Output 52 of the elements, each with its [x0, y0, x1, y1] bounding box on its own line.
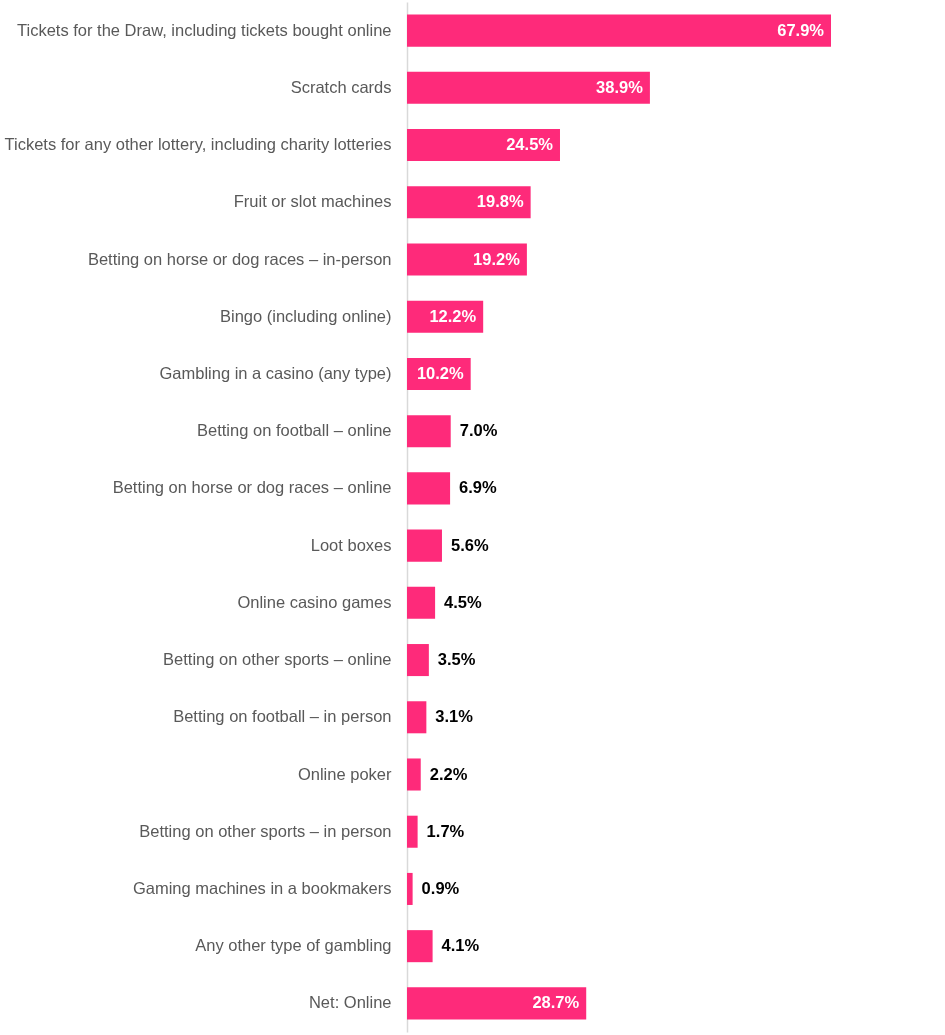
bar: [407, 529, 442, 562]
data-label: 2.2%: [429, 764, 468, 783]
data-label: 10.2%: [416, 363, 465, 382]
bar: [407, 14, 831, 47]
data-label: 19.8%: [476, 192, 524, 211]
data-label: 12.2%: [429, 306, 477, 325]
data-label: 3.5%: [437, 650, 476, 669]
y-tick-label: Online casino games: [237, 592, 392, 611]
bar: [407, 586, 436, 619]
data-label: 28.7%: [532, 993, 580, 1012]
bar: [407, 71, 650, 104]
data-label: 5.6%: [450, 535, 489, 554]
y-tick-label: Gaming machines in a bookmakers: [132, 878, 392, 897]
bar: [407, 987, 587, 1020]
y-tick-label: Fruit or slot machines: [233, 192, 392, 211]
bar: [407, 701, 427, 734]
y-tick-label: Online poker: [297, 764, 392, 783]
data-label: 6.9%: [459, 478, 498, 497]
bar: [407, 758, 421, 791]
data-label: 67.9%: [777, 20, 825, 39]
y-tick-label: Tickets for the Draw, including tickets bought online: [17, 20, 392, 39]
bar: [407, 872, 413, 905]
y-tick-label: Net: Online: [308, 993, 392, 1012]
y-tick-label: Scratch cards: [290, 77, 392, 96]
y-tick-label: Bingo (including online): [219, 306, 392, 325]
y-tick-label: Betting on other sports – online: [163, 650, 392, 669]
data-label: 3.1%: [435, 707, 474, 726]
bar: [407, 644, 429, 677]
data-label: 0.9%: [421, 878, 460, 897]
bar: [407, 129, 560, 162]
y-tick-label: Betting on horse or dog races – online: [112, 478, 392, 497]
y-tick-label: Betting on football – online: [197, 421, 392, 440]
bar: [407, 930, 433, 963]
bar: [407, 415, 451, 448]
data-label: 19.2%: [473, 249, 521, 268]
y-tick-label: Betting on football – in person: [173, 707, 392, 726]
data-label: 38.9%: [596, 77, 644, 96]
y-tick-label: Any other type of gambling: [195, 936, 392, 955]
y-tick-label: Betting on other sports – in person: [139, 821, 392, 840]
bar: [407, 243, 527, 276]
data-label: 1.7%: [426, 821, 465, 840]
y-tick-label: Gambling in a casino (any type): [159, 363, 392, 382]
y-tick-label: Betting on horse or dog races – in-person: [87, 249, 392, 268]
data-label: 4.1%: [441, 936, 480, 955]
y-tick-label: Loot boxes: [310, 535, 392, 554]
data-label: 4.5%: [444, 592, 483, 611]
data-label: 24.5%: [506, 135, 554, 154]
y-tick-label: Tickets for any other lottery, including charity lotteries: [4, 135, 392, 154]
data-label: 7.0%: [459, 421, 498, 440]
bar: [407, 472, 451, 505]
bar: [407, 815, 418, 848]
bar: [407, 186, 531, 219]
